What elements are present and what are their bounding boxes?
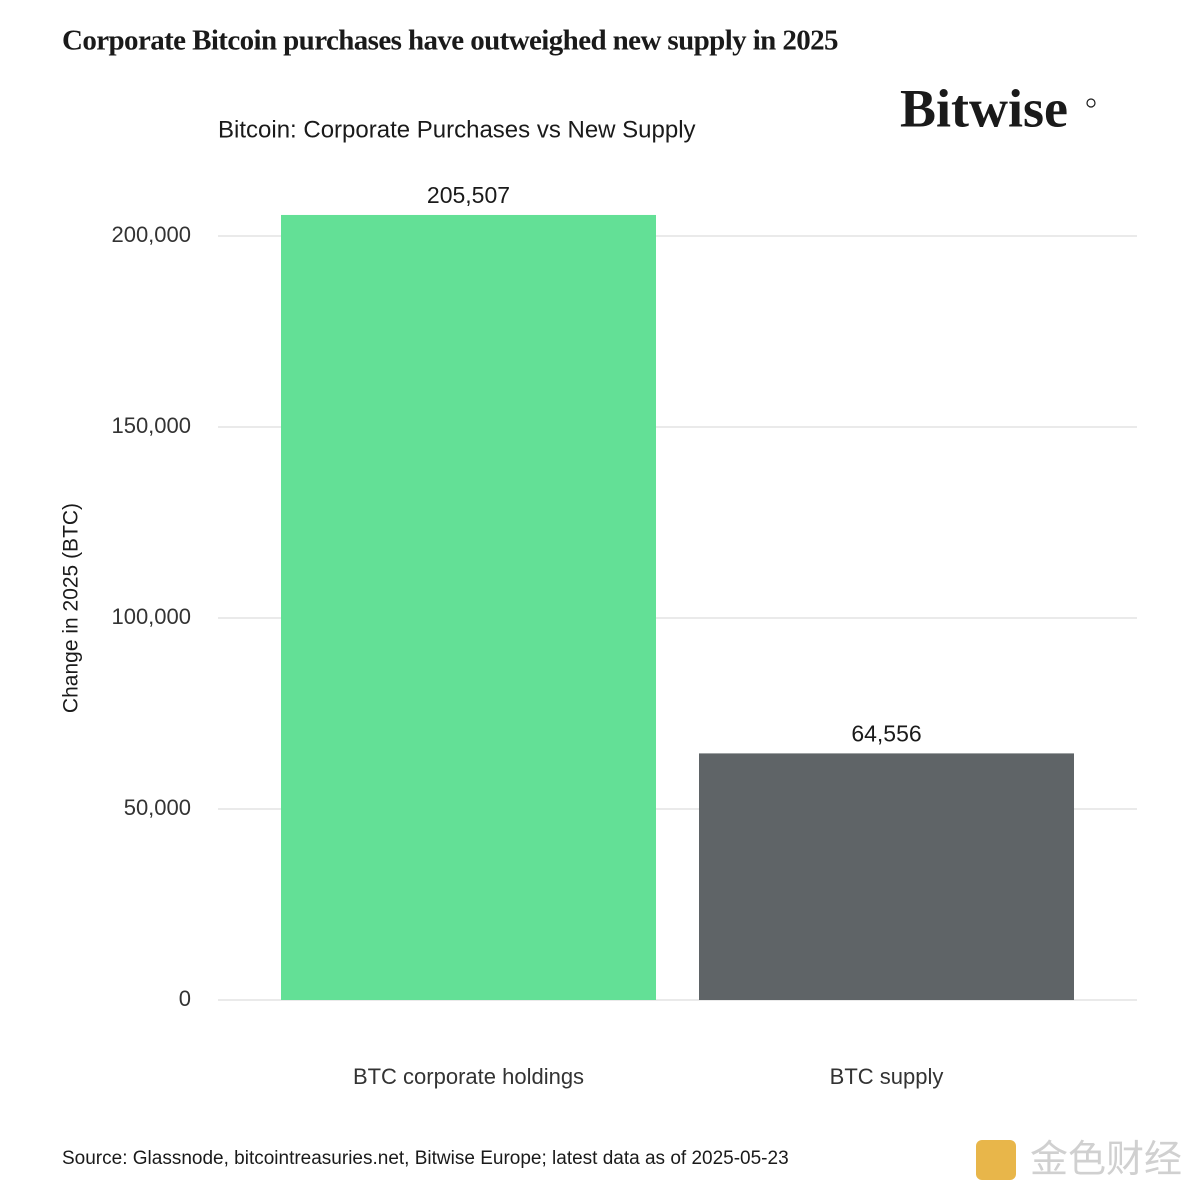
value-label: 205,507 <box>427 182 510 208</box>
chart-title: Corporate Bitcoin purchases have outweig… <box>62 25 838 57</box>
bar <box>699 753 1074 1000</box>
y-tick-label: 150,000 <box>111 413 191 438</box>
source-note: Source: Glassnode, bitcointreasuries.net… <box>62 1148 789 1169</box>
bar <box>281 214 656 1000</box>
chart-subtitle: Bitcoin: Corporate Purchases vs New Supp… <box>218 116 696 143</box>
y-tick-label: 50,000 <box>124 795 191 820</box>
y-tick-label: 0 <box>179 986 191 1011</box>
y-axis-label: Change in 2025 (BTC) <box>60 503 83 713</box>
value-label: 64,556 <box>851 720 921 746</box>
registered-mark <box>1086 98 1096 108</box>
x-tick-label: BTC supply <box>830 1064 944 1089</box>
y-tick-label: 100,000 <box>111 604 191 629</box>
x-tick-label: BTC corporate holdings <box>353 1064 584 1089</box>
brand-logo: Bitwise <box>900 78 1068 138</box>
watermark: 金色财经 <box>1030 1139 1182 1181</box>
y-tick-label: 200,000 <box>111 222 191 247</box>
watermark-icon <box>976 1140 1016 1180</box>
